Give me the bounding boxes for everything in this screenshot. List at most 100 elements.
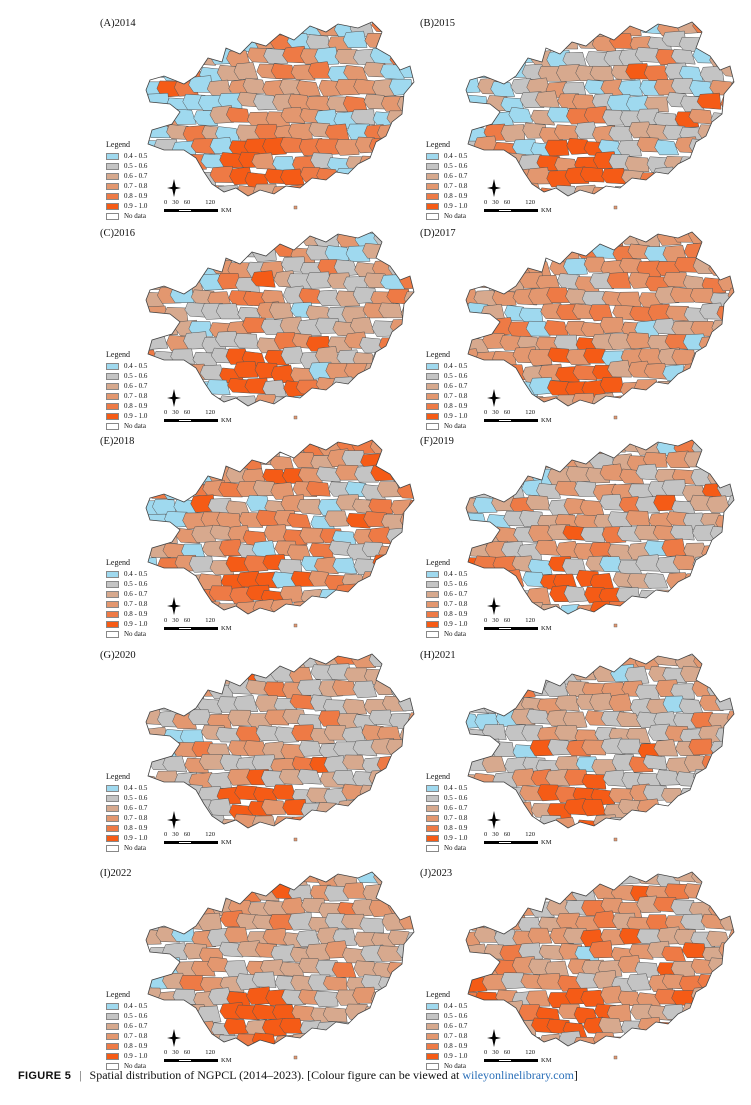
legend-swatch — [106, 804, 119, 812]
map-region — [191, 50, 217, 66]
legend-label: No data — [444, 212, 466, 220]
map-region — [466, 46, 483, 64]
legend-item: 0.5 - 0.6 — [106, 1011, 147, 1021]
legend-swatch — [106, 620, 119, 628]
map-region — [643, 572, 669, 589]
map-region — [655, 202, 679, 218]
map-region — [154, 899, 179, 916]
map-region — [333, 619, 357, 635]
map-region — [189, 22, 215, 39]
map-region — [405, 320, 414, 337]
map-region — [466, 738, 484, 755]
map-region — [599, 463, 625, 482]
map-region — [360, 944, 386, 962]
map-region — [381, 246, 406, 263]
map-region — [566, 232, 591, 246]
legend-label: No data — [124, 1062, 146, 1070]
legend-swatch — [426, 610, 439, 618]
legend-item: 0.8 - 0.9 — [426, 1041, 467, 1051]
island-marker — [293, 415, 298, 420]
map-region — [241, 22, 267, 34]
map-region — [700, 393, 725, 406]
map-region — [708, 872, 733, 884]
map-region — [715, 883, 734, 899]
map-region — [714, 242, 734, 259]
map-region — [281, 615, 305, 632]
map-region — [397, 247, 414, 265]
legend-swatch — [106, 1052, 119, 1060]
map-region — [382, 186, 407, 196]
scale-unit: KM — [221, 207, 232, 214]
legend-item: 0.4 - 0.5 — [426, 783, 467, 793]
scale-bar: 0 30 60 120 KM — [484, 199, 551, 214]
choropleth-map — [465, 871, 735, 1060]
map-region — [156, 465, 182, 483]
map-region — [563, 654, 588, 669]
legend-swatch — [426, 362, 439, 370]
legend-label: 0.7 - 0.8 — [124, 392, 148, 400]
map-region — [481, 784, 507, 802]
map-region — [382, 666, 407, 685]
island-marker — [293, 837, 298, 842]
map-region — [210, 440, 236, 457]
scale-tick: 0 — [484, 831, 488, 838]
map-region — [556, 64, 581, 83]
scale-tick: 30 — [172, 831, 179, 838]
map-region — [146, 928, 162, 945]
map-region — [598, 202, 622, 217]
legend-item: 0.5 - 0.6 — [426, 161, 467, 171]
map-region — [468, 786, 494, 805]
legend-title: Legend — [106, 350, 130, 359]
map-region — [709, 803, 734, 821]
map-region — [296, 498, 322, 515]
map-region — [280, 346, 306, 365]
map-region — [400, 785, 414, 801]
map-region — [153, 526, 178, 544]
map-region — [265, 621, 289, 636]
map-region — [657, 926, 682, 945]
map-region — [583, 105, 609, 124]
map-region — [678, 698, 704, 715]
choropleth-map — [145, 231, 415, 420]
map-region — [251, 971, 277, 988]
caption-link[interactable]: wileyonlinelibrary.com — [462, 1068, 574, 1082]
scale-segment — [192, 1059, 218, 1062]
map-region — [333, 834, 357, 850]
map-region — [699, 1033, 724, 1046]
panel-title: (J)2023 — [420, 868, 453, 879]
scale-unit: KM — [541, 417, 552, 424]
map-region — [251, 1032, 277, 1046]
map-region — [481, 755, 507, 773]
map-region — [716, 603, 734, 614]
choropleth-map — [465, 21, 735, 218]
map-region — [466, 232, 480, 246]
map-region — [174, 683, 199, 701]
map-region — [307, 395, 332, 406]
scale-unit: KM — [221, 839, 232, 846]
legend-swatch — [426, 372, 439, 380]
map-region — [645, 813, 671, 828]
map-region — [208, 654, 233, 666]
map-region — [146, 22, 164, 38]
map-region — [586, 409, 610, 425]
map-region — [397, 95, 414, 113]
map-region — [682, 362, 707, 380]
map-region — [371, 320, 397, 337]
map-region — [599, 317, 625, 334]
map-region — [661, 946, 687, 962]
map-region — [545, 768, 570, 787]
map-region — [409, 168, 414, 185]
map-region — [146, 92, 170, 110]
map-region — [555, 695, 580, 712]
panel-title: (H)2021 — [420, 650, 456, 661]
map-region — [386, 527, 411, 545]
map-region — [409, 988, 414, 1007]
map-region — [272, 784, 297, 801]
north-arrow-icon — [167, 389, 181, 407]
map-region — [390, 349, 414, 366]
map-region — [726, 684, 734, 701]
map-region — [381, 601, 406, 614]
legend-swatch — [106, 1002, 119, 1010]
north-arrow-icon — [167, 179, 181, 197]
map-region — [491, 289, 517, 306]
